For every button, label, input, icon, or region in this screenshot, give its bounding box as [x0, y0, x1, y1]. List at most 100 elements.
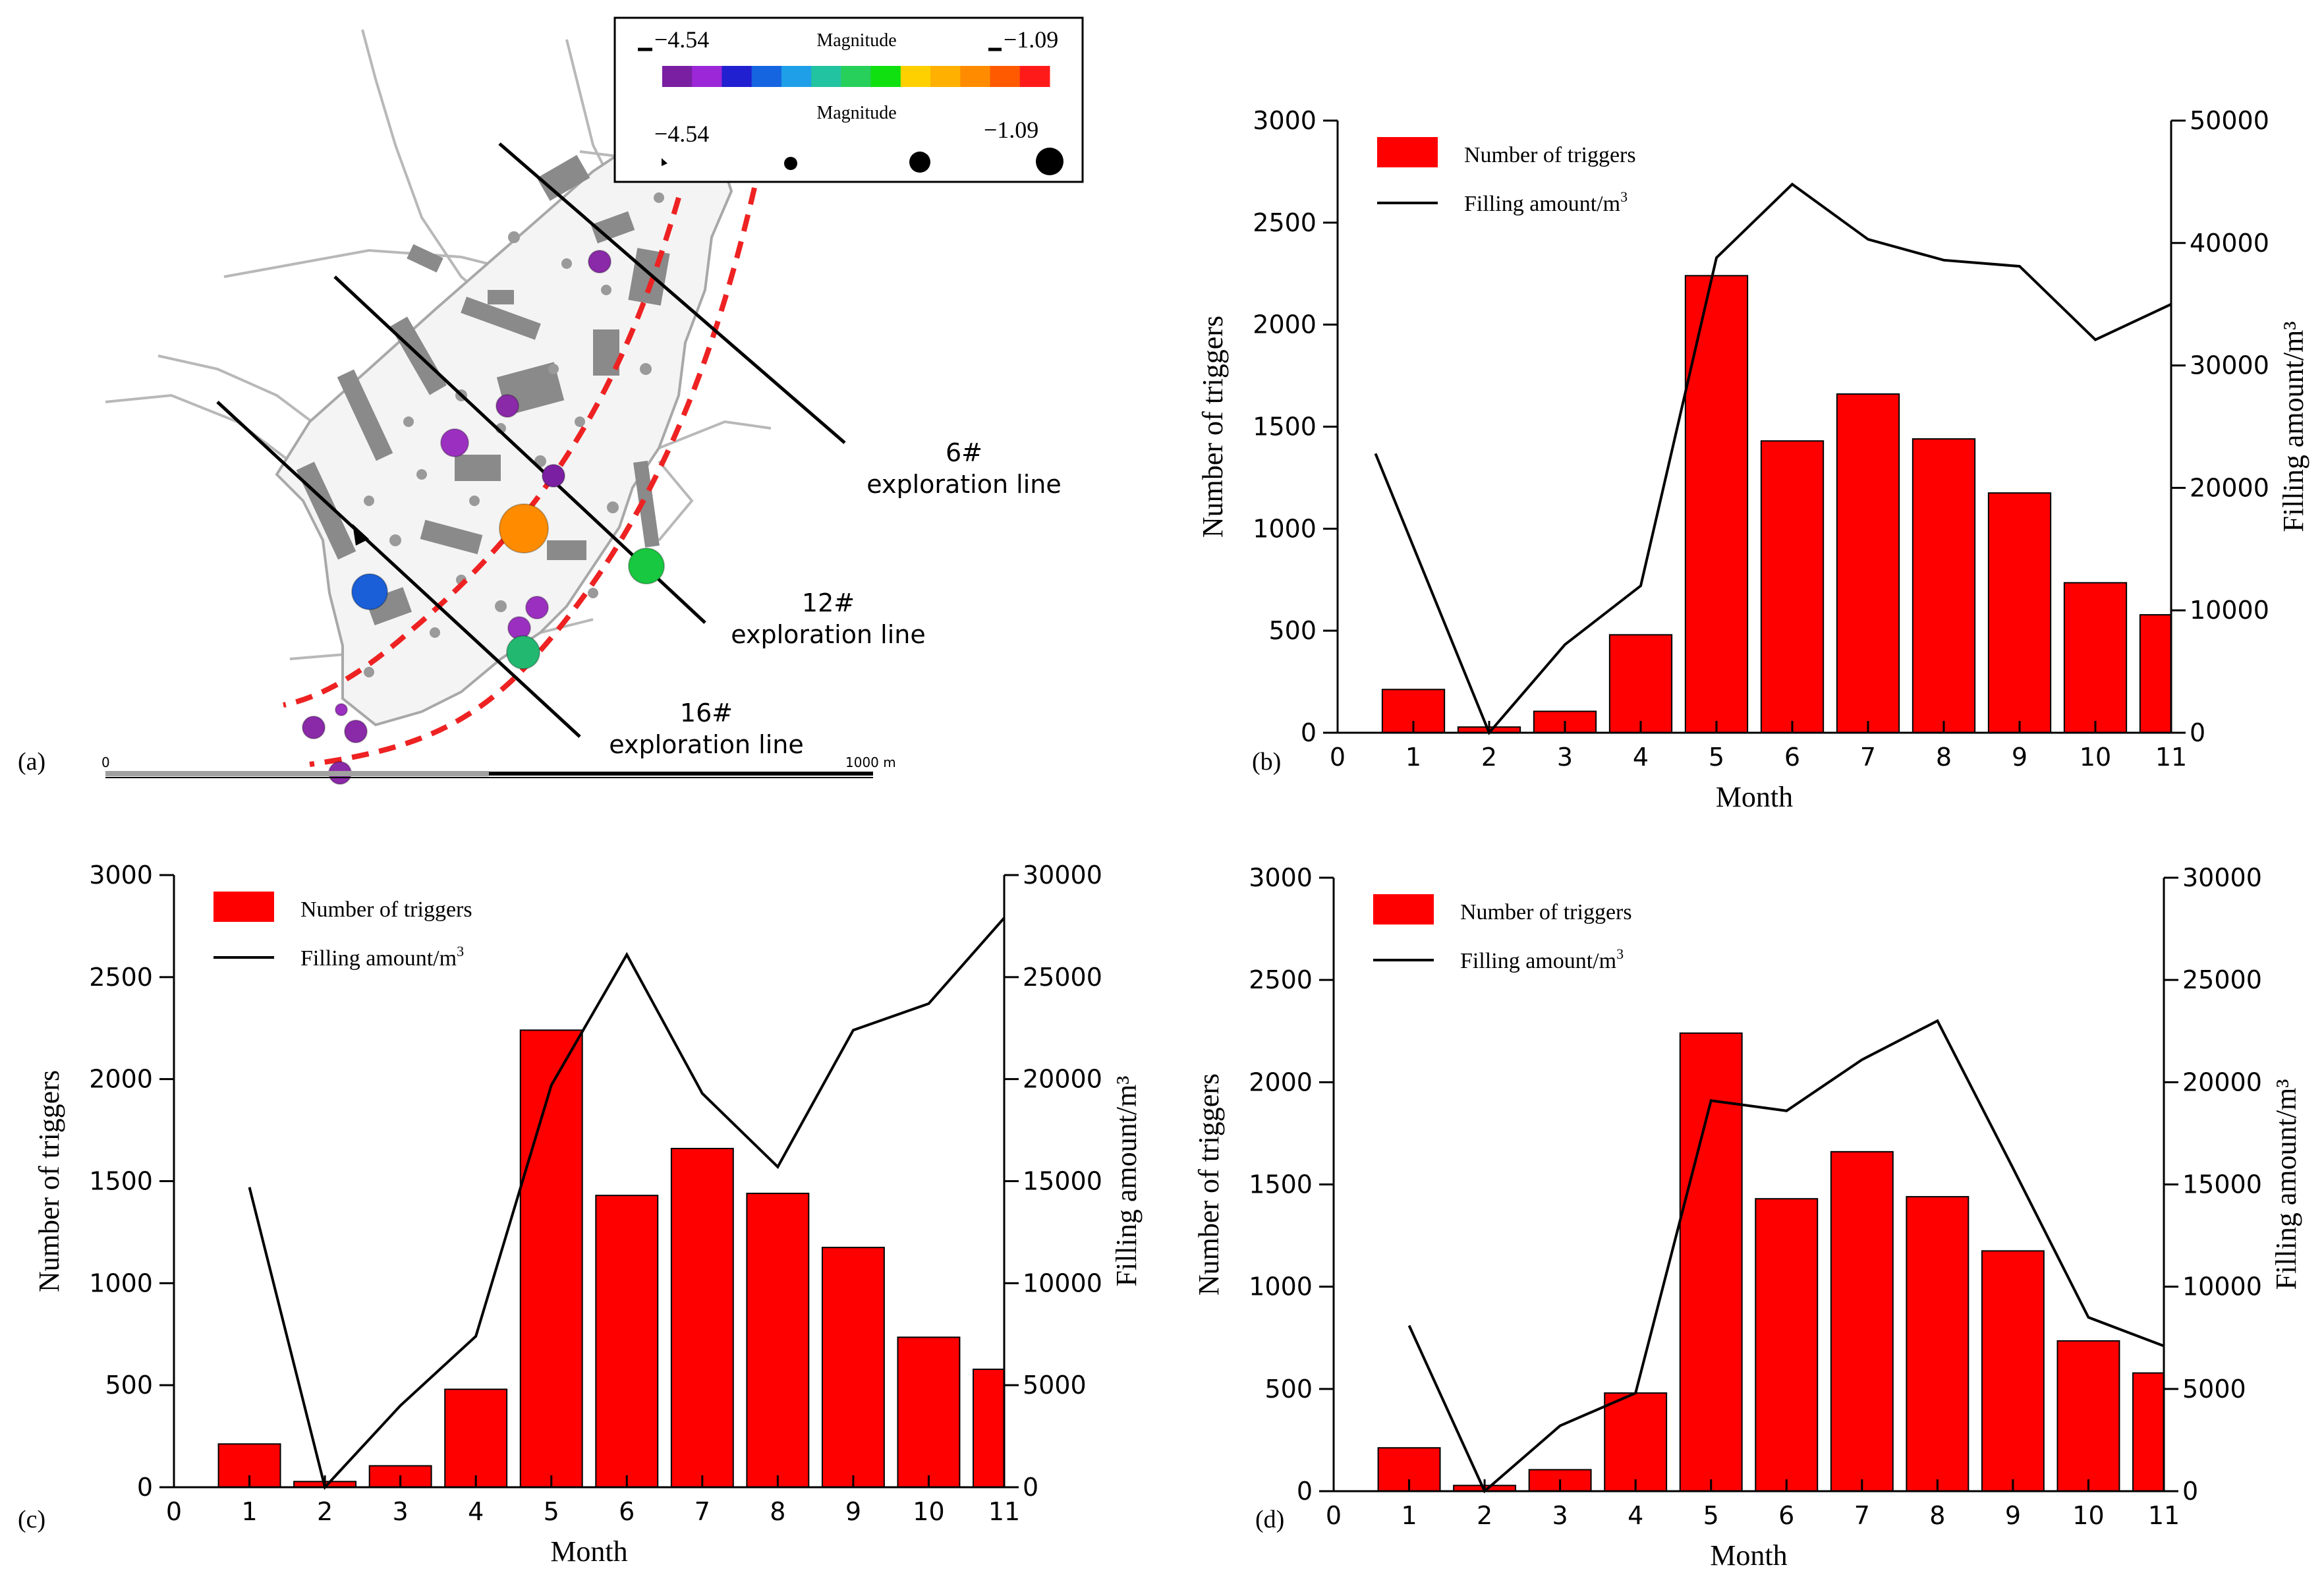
y-tick-label: 2500 — [1249, 965, 1313, 994]
legend-bar-label: Number of triggers — [300, 897, 472, 922]
y-tick-label: 500 — [1268, 616, 1317, 645]
x-tick-label: 11 — [2155, 743, 2187, 772]
bar-month-6 — [1755, 1198, 1819, 1492]
x-tick-label: 11 — [988, 1497, 1020, 1526]
y-tick-label: 500 — [1264, 1375, 1313, 1404]
y2-tick-label: 15000 — [2182, 1170, 2262, 1199]
legend-min-label: −4.54 — [654, 26, 709, 53]
legend-bar-label: Number of triggers — [1464, 143, 1636, 167]
exploration-line-12-sub: exploration line — [731, 620, 925, 649]
chart-panel-b: 0500100015002000250030000100002000030000… — [1197, 106, 2310, 813]
filling-amount-line — [1407, 1019, 2165, 1494]
bar-month-6 — [1760, 440, 1825, 734]
x-tick-label: 6 — [1784, 743, 1800, 772]
y-tick-label: 2500 — [1253, 208, 1317, 237]
y2-tick-label: 0 — [2182, 1477, 2198, 1506]
boundary-dashed-inner — [283, 196, 681, 708]
y2-tick-label: 30000 — [2190, 351, 2269, 380]
x-tick-label: 10 — [913, 1497, 944, 1526]
x-tick-label: 3 — [393, 1497, 409, 1526]
colorbar-swatch — [990, 66, 1021, 87]
legend-line-label: Filling amount/m3 — [1464, 188, 1628, 216]
x-tick-label: 7 — [694, 1497, 710, 1526]
x-tick-label: 0 — [1326, 1501, 1342, 1530]
x-tick-label: 2 — [317, 1497, 333, 1526]
y-tick-label: 0 — [1301, 718, 1317, 747]
x-tick-label: 4 — [1633, 743, 1649, 772]
x-tick-label: 6 — [1778, 1501, 1794, 1530]
legend-size-max-label: −1.09 — [984, 117, 1038, 143]
exploration-line-16-sub: exploration line — [609, 730, 803, 759]
colorbar-swatch — [841, 66, 872, 87]
event-marker — [344, 720, 368, 743]
x-tick-label: 3 — [1552, 1501, 1568, 1530]
seismic-events — [302, 250, 665, 785]
x-tick-label: 10 — [2080, 743, 2111, 772]
y-tick-label: 1000 — [89, 1268, 153, 1297]
x-tick-label: 4 — [1628, 1501, 1643, 1530]
legend-bar-swatch — [213, 892, 274, 922]
event-marker — [302, 716, 326, 739]
bar-month-5 — [519, 1029, 583, 1488]
panel-label-b: (b) — [1252, 748, 1281, 776]
x-tick-label: 1 — [241, 1497, 257, 1526]
event-marker — [628, 548, 665, 584]
y2-tick-label: 25000 — [1023, 963, 1102, 992]
stope-dots — [364, 192, 664, 677]
y2-tick-label: 5000 — [2182, 1375, 2246, 1404]
exploration-line-16-name: 16# — [680, 698, 733, 727]
exploration-line-16 — [216, 401, 581, 738]
bar-month-5 — [1679, 1032, 1743, 1492]
bar-month-10 — [2063, 582, 2128, 734]
legend-bar-label: Number of triggers — [1460, 900, 1632, 924]
y-tick-label: 1000 — [1253, 514, 1317, 543]
filling-amount-line — [1374, 183, 2172, 735]
x-tick-label: 7 — [1860, 743, 1876, 772]
y-tick-label: 2000 — [1249, 1067, 1313, 1096]
x-tick-label: 1 — [1405, 743, 1421, 772]
y2-tick-label: 25000 — [2182, 965, 2262, 994]
event-marker — [351, 573, 388, 610]
y2-tick-label: 20000 — [1023, 1065, 1102, 1094]
y-axis-label: Number of triggers — [1193, 1073, 1225, 1295]
y-tick-label: 1500 — [1253, 412, 1317, 441]
y-tick-label: 2000 — [1253, 310, 1317, 339]
x-tick-label: 6 — [619, 1497, 635, 1526]
colorbar-swatch — [662, 66, 693, 87]
bar-month-7 — [1830, 1151, 1894, 1492]
legend-max-label: −1.09 — [1004, 26, 1058, 53]
direction-marker-icon — [353, 524, 369, 546]
bar-month-7 — [670, 1147, 734, 1489]
y-tick-label: 1500 — [1249, 1170, 1313, 1199]
colorbar-swatch — [722, 66, 752, 87]
bar-month-11 — [2132, 1372, 2165, 1492]
colorbar-swatch — [781, 66, 812, 87]
x-tick-label: 7 — [1854, 1501, 1870, 1530]
exploration-line-6 — [498, 142, 846, 444]
y2-tick-label: 40000 — [2190, 229, 2269, 258]
colorbar-swatch — [930, 66, 961, 87]
y-tick-label: 1500 — [89, 1167, 153, 1196]
panel-label-d: (d) — [1255, 1506, 1284, 1533]
x-tick-label: 8 — [770, 1497, 785, 1526]
bar-month-5 — [1684, 275, 1749, 733]
x-tick-label: 5 — [1703, 1501, 1719, 1530]
bar-month-11 — [973, 1369, 1006, 1489]
bar-month-9 — [821, 1247, 885, 1489]
event-marker — [499, 503, 549, 554]
colorbar-swatch — [811, 66, 841, 87]
colorbar-swatch — [692, 66, 722, 87]
bar-month-10 — [897, 1336, 961, 1489]
y-tick-label: 3000 — [1253, 106, 1317, 135]
x-tick-label: 9 — [2005, 1501, 2021, 1530]
scale-bar-start: 0 — [101, 754, 110, 770]
bar-month-9 — [1981, 1250, 2045, 1492]
x-tick-label: 0 — [166, 1497, 182, 1526]
event-marker — [542, 464, 565, 488]
legend-colorbar — [662, 66, 1050, 87]
x-tick-label: 8 — [1936, 743, 1952, 772]
legend-box — [613, 16, 1084, 183]
y2-axis-label: Filling amount/m³ — [2277, 322, 2310, 532]
legend-bar-swatch — [1373, 894, 1434, 924]
